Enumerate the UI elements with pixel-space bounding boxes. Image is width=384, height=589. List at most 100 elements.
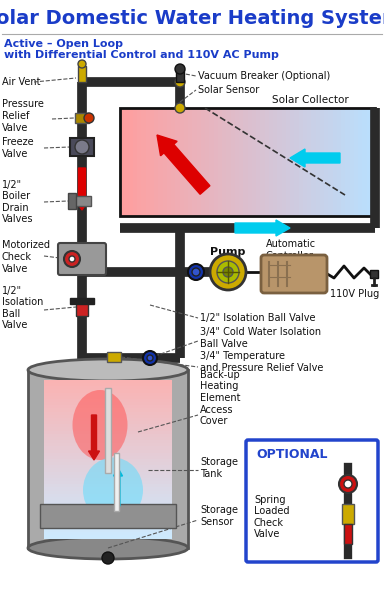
Bar: [324, 108, 329, 216]
FancyArrow shape: [235, 220, 290, 236]
Circle shape: [102, 552, 114, 564]
Bar: [141, 108, 146, 216]
FancyBboxPatch shape: [58, 243, 106, 275]
Text: Solar Sensor: Solar Sensor: [198, 85, 259, 95]
Bar: [154, 108, 159, 216]
Bar: [150, 108, 154, 216]
Bar: [44, 393, 172, 396]
Ellipse shape: [73, 390, 127, 460]
Bar: [341, 108, 346, 216]
Bar: [120, 108, 125, 216]
Bar: [78, 66, 86, 82]
Bar: [44, 472, 172, 475]
Bar: [311, 108, 316, 216]
Bar: [354, 108, 359, 216]
Bar: [146, 108, 150, 216]
Bar: [294, 108, 299, 216]
Bar: [192, 108, 197, 216]
Bar: [44, 509, 172, 513]
Bar: [70, 298, 94, 304]
Ellipse shape: [83, 458, 143, 522]
Bar: [222, 108, 227, 216]
Text: Spring
Loaded
Check
Valve: Spring Loaded Check Valve: [254, 495, 290, 540]
Ellipse shape: [28, 359, 188, 381]
Bar: [188, 108, 193, 216]
Bar: [179, 108, 184, 216]
Bar: [342, 504, 354, 524]
Text: Storage
Sensor: Storage Sensor: [200, 505, 238, 527]
Bar: [133, 108, 137, 216]
Bar: [201, 108, 205, 216]
Bar: [44, 443, 172, 447]
Bar: [44, 396, 172, 399]
Bar: [337, 108, 341, 216]
Bar: [44, 412, 172, 415]
Bar: [44, 459, 172, 463]
Bar: [277, 108, 282, 216]
Bar: [44, 424, 172, 428]
Bar: [44, 519, 172, 522]
Bar: [44, 528, 172, 532]
Bar: [44, 402, 172, 406]
Text: Solar Domestic Water Heating System: Solar Domestic Water Heating System: [0, 8, 384, 28]
Bar: [107, 352, 121, 362]
Bar: [105, 388, 111, 473]
Bar: [239, 108, 244, 216]
Bar: [44, 415, 172, 418]
Bar: [252, 108, 257, 216]
Bar: [171, 108, 176, 216]
Bar: [44, 475, 172, 478]
FancyBboxPatch shape: [246, 440, 378, 562]
Bar: [333, 108, 337, 216]
Bar: [44, 500, 172, 504]
Text: 1/2"
Isolation
Ball
Valve: 1/2" Isolation Ball Valve: [2, 286, 43, 330]
Text: Vacuum Breaker (Optional): Vacuum Breaker (Optional): [198, 71, 330, 81]
Text: Solar Collector: Solar Collector: [271, 95, 348, 105]
Bar: [176, 69, 184, 82]
Bar: [44, 453, 172, 456]
Bar: [344, 524, 352, 544]
Text: 110V Plug: 110V Plug: [330, 289, 379, 299]
Text: Active – Open Loop: Active – Open Loop: [4, 39, 123, 49]
Bar: [44, 532, 172, 535]
Bar: [303, 108, 308, 216]
Circle shape: [147, 355, 153, 361]
Bar: [44, 386, 172, 390]
Text: 3/4" Cold Water Isolation
Ball Valve: 3/4" Cold Water Isolation Ball Valve: [200, 327, 321, 349]
Bar: [158, 108, 163, 216]
Bar: [44, 512, 172, 517]
Bar: [243, 108, 248, 216]
Bar: [137, 108, 142, 216]
Bar: [184, 108, 189, 216]
Bar: [44, 468, 172, 472]
Bar: [307, 108, 312, 216]
Bar: [197, 108, 201, 216]
Bar: [44, 503, 172, 507]
Circle shape: [344, 480, 352, 488]
Bar: [370, 270, 378, 278]
Bar: [75, 113, 89, 123]
Bar: [371, 108, 376, 216]
Bar: [44, 484, 172, 488]
Bar: [44, 535, 172, 538]
Bar: [44, 494, 172, 498]
Bar: [290, 108, 295, 216]
Bar: [167, 108, 172, 216]
Circle shape: [175, 103, 185, 113]
Text: Automatic
Controller: Automatic Controller: [266, 239, 316, 261]
Bar: [44, 449, 172, 453]
Bar: [44, 408, 172, 412]
Circle shape: [175, 77, 185, 87]
Bar: [44, 491, 172, 494]
Circle shape: [78, 60, 86, 68]
Circle shape: [175, 64, 185, 74]
Bar: [162, 108, 167, 216]
Bar: [68, 193, 76, 209]
Bar: [44, 456, 172, 459]
Bar: [248, 108, 252, 216]
Ellipse shape: [28, 537, 188, 559]
Text: Freeze
Valve: Freeze Valve: [2, 137, 34, 159]
Bar: [362, 108, 367, 216]
Bar: [44, 440, 172, 444]
Bar: [260, 108, 265, 216]
